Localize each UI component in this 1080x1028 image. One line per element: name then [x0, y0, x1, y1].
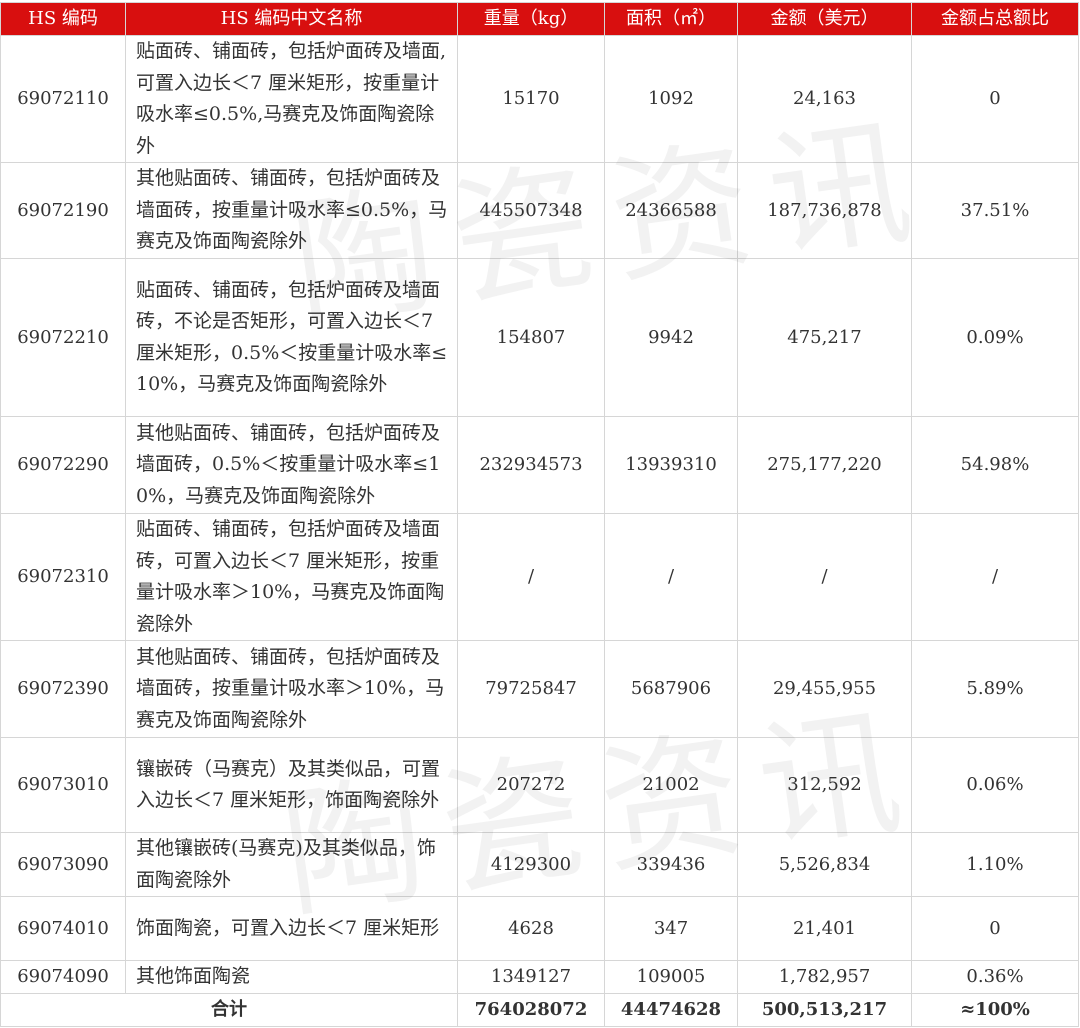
name-cell: 贴面砖、铺面砖，包括炉面砖及墙面,可置入边长＜7 厘米矩形，按重量计吸水率≤0.… [125, 35, 458, 163]
header-cell: HS 编码 [0, 2, 126, 36]
cell: 1,782,957 [737, 960, 912, 994]
name-cell: 贴面砖、铺面砖，包括炉面砖及墙面砖，不论是否矩形，可置入边长＜7 厘米矩形，0.… [125, 258, 458, 417]
cell: 0.36% [911, 960, 1079, 994]
cell: 275,177,220 [737, 416, 912, 514]
cell: / [911, 513, 1079, 641]
total-cell: 44474628 [604, 993, 738, 1027]
cell: 312,592 [737, 737, 912, 833]
cell: 4129300 [457, 832, 605, 897]
table-row: 69073010 镶嵌砖（马赛克）及其类似品，可置入边长＜7 厘米矩形，饰面陶瓷除… [0, 737, 1079, 833]
cell: 69072190 [0, 162, 126, 259]
name-cell: 贴面砖、铺面砖，包括炉面砖及墙面砖，可置入边长＜7 厘米矩形，按重量计吸水率＞1… [125, 513, 458, 641]
cell: 69072290 [0, 416, 126, 514]
cell: 109005 [604, 960, 738, 994]
cell: 69073010 [0, 737, 126, 833]
cell: 79725847 [457, 640, 605, 738]
total-cell: 500,513,217 [737, 993, 912, 1027]
cell: 1092 [604, 35, 738, 163]
cell: 339436 [604, 832, 738, 897]
cell: 187,736,878 [737, 162, 912, 259]
cell: 13939310 [604, 416, 738, 514]
table-row: 69074090 其他饰面陶瓷 1349127 109005 1,782,957 0.36… [0, 960, 1079, 994]
cell: / [604, 513, 738, 641]
header-cell: 重量（kg） [457, 2, 605, 36]
cell: 69073090 [0, 832, 126, 897]
table-row: 69072210 贴面砖、铺面砖，包括炉面砖及墙面砖，不论是否矩形，可置入边长＜7… [0, 258, 1079, 417]
cell: 24,163 [737, 35, 912, 163]
total-cell: 764028072 [457, 993, 605, 1027]
cell: 207272 [457, 737, 605, 833]
cell: 0 [911, 896, 1079, 961]
header-cell: HS 编码中文名称 [125, 2, 458, 36]
table-row: 69074010 饰面陶瓷，可置入边长＜7 厘米矩形 4628 347 21,401 0 [0, 896, 1079, 961]
cell: 69072110 [0, 35, 126, 163]
cell: 5,526,834 [737, 832, 912, 897]
cell: 475,217 [737, 258, 912, 417]
name-cell: 其他贴面砖、铺面砖，包括炉面砖及墙面砖，按重量计吸水率＞10%，马赛克及饰面陶瓷… [125, 640, 458, 738]
cell: 0.09% [911, 258, 1079, 417]
cell: 232934573 [457, 416, 605, 514]
total-cell: ≈100% [911, 993, 1079, 1027]
header-cell: 面积（㎡） [604, 2, 738, 36]
cell: 69072390 [0, 640, 126, 738]
name-cell: 其他贴面砖、铺面砖，包括炉面砖及墙面砖，0.5%＜按重量计吸水率≤10%，马赛克… [125, 416, 458, 514]
table-row: 69072190 其他贴面砖、铺面砖，包括炉面砖及墙面砖，按重量计吸水率≤0.5%… [0, 162, 1079, 259]
cell: 5.89% [911, 640, 1079, 738]
cell: 0 [911, 35, 1079, 163]
cell: 15170 [457, 35, 605, 163]
cell: / [737, 513, 912, 641]
cell: 54.98% [911, 416, 1079, 514]
cell: 445507348 [457, 162, 605, 259]
cell: 69074010 [0, 896, 126, 961]
cell: 4628 [457, 896, 605, 961]
name-cell: 饰面陶瓷，可置入边长＜7 厘米矩形 [125, 896, 458, 961]
name-cell: 其他饰面陶瓷 [125, 960, 458, 994]
table-row: 69073090 其他镶嵌砖(马赛克)及其类似品，饰面陶瓷除外 4129300 339… [0, 832, 1079, 897]
name-cell: 其他镶嵌砖(马赛克)及其类似品，饰面陶瓷除外 [125, 832, 458, 897]
cell: 69072210 [0, 258, 126, 417]
cell: 5687906 [604, 640, 738, 738]
table-row: 69072390 其他贴面砖、铺面砖，包括炉面砖及墙面砖，按重量计吸水率＞10%，… [0, 640, 1079, 738]
cell: 69072310 [0, 513, 126, 641]
name-cell: 镶嵌砖（马赛克）及其类似品，可置入边长＜7 厘米矩形，饰面陶瓷除外 [125, 737, 458, 833]
cell: 1349127 [457, 960, 605, 994]
header-row: HS 编码 HS 编码中文名称 重量（kg） 面积（㎡） 金额（美元） 金额占总额比 [0, 2, 1079, 36]
header-cell: 金额（美元） [737, 2, 912, 36]
name-cell: 其他贴面砖、铺面砖，包括炉面砖及墙面砖，按重量计吸水率≤0.5%，马赛克及饰面陶… [125, 162, 458, 259]
cell: 29,455,955 [737, 640, 912, 738]
header-cell: 金额占总额比 [911, 2, 1079, 36]
cell: / [457, 513, 605, 641]
total-row: 合计 764028072 44474628 500,513,217 ≈100% [0, 993, 1079, 1027]
cell: 21,401 [737, 896, 912, 961]
cell: 347 [604, 896, 738, 961]
table-row: 69072110 贴面砖、铺面砖，包括炉面砖及墙面,可置入边长＜7 厘米矩形，按重… [0, 35, 1079, 163]
cell: 154807 [457, 258, 605, 417]
cell: 21002 [604, 737, 738, 833]
total-label: 合计 [0, 993, 458, 1027]
table-row: 69072290 其他贴面砖、铺面砖，包括炉面砖及墙面砖，0.5%＜按重量计吸水率… [0, 416, 1079, 514]
cell: 9942 [604, 258, 738, 417]
cell: 0.06% [911, 737, 1079, 833]
cell: 1.10% [911, 832, 1079, 897]
table-row: 69072310 贴面砖、铺面砖，包括炉面砖及墙面砖，可置入边长＜7 厘米矩形，按… [0, 513, 1079, 641]
cell: 69074090 [0, 960, 126, 994]
cell: 24366588 [604, 162, 738, 259]
cell: 37.51% [911, 162, 1079, 259]
